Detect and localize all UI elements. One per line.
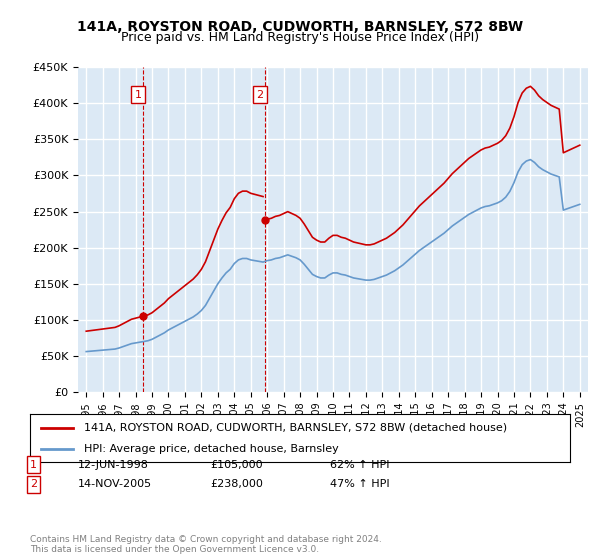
- Text: 2: 2: [30, 479, 37, 489]
- Text: 141A, ROYSTON ROAD, CUDWORTH, BARNSLEY, S72 8BW: 141A, ROYSTON ROAD, CUDWORTH, BARNSLEY, …: [77, 20, 523, 34]
- Text: 141A, ROYSTON ROAD, CUDWORTH, BARNSLEY, S72 8BW (detached house): 141A, ROYSTON ROAD, CUDWORTH, BARNSLEY, …: [84, 423, 507, 433]
- Text: 47% ↑ HPI: 47% ↑ HPI: [330, 479, 389, 489]
- Text: 62% ↑ HPI: 62% ↑ HPI: [330, 460, 389, 470]
- Text: 12-JUN-1998: 12-JUN-1998: [78, 460, 149, 470]
- Text: 1: 1: [134, 90, 142, 100]
- Text: Contains HM Land Registry data © Crown copyright and database right 2024.
This d: Contains HM Land Registry data © Crown c…: [30, 535, 382, 554]
- Text: 14-NOV-2005: 14-NOV-2005: [78, 479, 152, 489]
- Text: 1: 1: [30, 460, 37, 470]
- Text: 2: 2: [257, 90, 263, 100]
- Text: HPI: Average price, detached house, Barnsley: HPI: Average price, detached house, Barn…: [84, 444, 339, 454]
- Text: Price paid vs. HM Land Registry's House Price Index (HPI): Price paid vs. HM Land Registry's House …: [121, 31, 479, 44]
- Text: £238,000: £238,000: [210, 479, 263, 489]
- Text: £105,000: £105,000: [210, 460, 263, 470]
